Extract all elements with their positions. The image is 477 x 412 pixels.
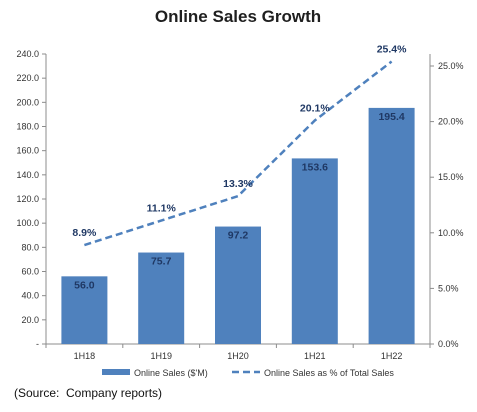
bar-value-label: 56.0 (74, 279, 95, 291)
bar (291, 158, 338, 344)
x-tick-label: 1H20 (227, 351, 249, 361)
y2-tick-label: 25.0% (438, 61, 464, 71)
percent-value-label: 11.1% (147, 203, 177, 215)
y-tick-label: 80.0 (21, 242, 39, 252)
source-note: (Source: Company reports) (14, 386, 163, 400)
bar (61, 276, 108, 344)
y-tick-label: 180.0 (16, 122, 39, 132)
x-tick-label: 1H19 (150, 351, 172, 361)
legend: Online Sales ($'M) Online Sales as % of T… (102, 368, 394, 378)
y2-tick-label: 20.0% (438, 117, 464, 127)
percent-line (84, 60, 393, 247)
x-tick-label: 1H22 (381, 351, 403, 361)
y-tick-label: 200.0 (16, 97, 39, 107)
y-tick-label: 160.0 (16, 146, 39, 156)
percent-value-label: 13.3% (223, 178, 253, 190)
data-labels-layer: 56.0 75.7 97.2 153.6 195.4 8.9% 11.1% 13.3% 20.1… (72, 44, 407, 292)
y-tick-label: 100.0 (16, 218, 39, 228)
bar-value-label: 97.2 (228, 230, 249, 242)
bar-value-label: 75.7 (151, 256, 172, 268)
y-tick-label: 240.0 (16, 49, 39, 59)
chart-title: Online Sales Growth (155, 7, 321, 26)
bars-layer (61, 107, 415, 345)
bar (215, 226, 261, 344)
y2-tick-label: 15.0% (438, 172, 464, 182)
legend-label-bar: Online Sales ($'M) (134, 368, 208, 378)
y-tick-label: 140.0 (16, 170, 39, 180)
bar (368, 107, 415, 345)
y-tick-label: - (36, 339, 39, 349)
percent-value-label: 8.9% (72, 227, 97, 239)
y-tick-label: 40.0 (21, 291, 39, 301)
y-tick-label: 120.0 (16, 194, 39, 204)
y-tick-label: 220.0 (16, 73, 39, 83)
y-tick-label: 20.0 (21, 315, 39, 325)
legend-label-line: Online Sales as % of Total Sales (264, 368, 394, 378)
percent-value-label: 25.4% (377, 44, 407, 56)
bar (138, 252, 185, 344)
line-layer (84, 60, 393, 247)
y2-tick-label: 5.0% (438, 283, 459, 293)
y2-tick-label: 0.0% (438, 339, 459, 349)
bar-value-label: 153.6 (302, 161, 328, 173)
y-tick-label: 60.0 (21, 267, 39, 277)
x-tick-label: 1H18 (74, 351, 96, 361)
percent-value-label: 20.1% (300, 102, 330, 114)
x-tick-label: 1H21 (304, 351, 326, 361)
bar-value-label: 195.4 (378, 111, 404, 123)
y2-tick-label: 10.0% (438, 228, 464, 238)
legend-swatch-bar (102, 369, 130, 375)
axes-layer: - 20.0 40.0 60.0 80.0 100.0 120.0 140.0 160.0 180… (16, 49, 463, 361)
